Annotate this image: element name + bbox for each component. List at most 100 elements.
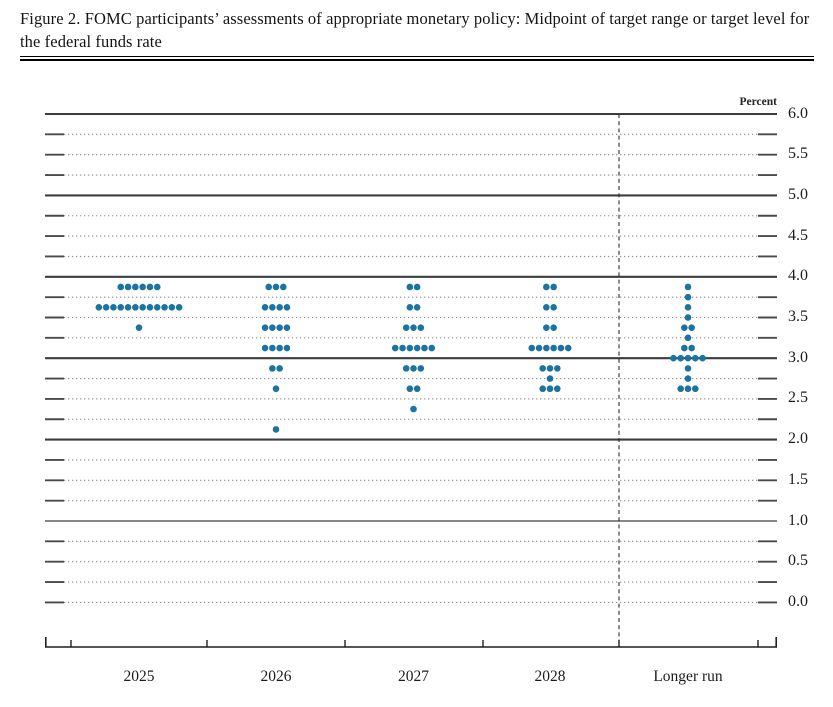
projection-dot-longer-run-3.875 <box>684 283 692 291</box>
projection-dot-2027-2.875 <box>410 365 417 372</box>
projection-dot-2025-3.625 <box>124 304 132 311</box>
y-axis-label-2.0: 2.0 <box>788 430 808 448</box>
projection-dot-2028-2.625 <box>539 385 546 393</box>
projection-dot-2026-2.875 <box>269 365 276 372</box>
projection-dot-2027-2.375 <box>410 405 417 413</box>
projection-dot-2028-3.875 <box>543 283 550 291</box>
y-axis-label-4.0: 4.0 <box>788 267 808 285</box>
projection-dot-longer-run-3.625 <box>684 304 692 311</box>
percent-axis-label: Percent <box>739 96 777 108</box>
projection-dot-2025-3.875 <box>139 283 146 291</box>
x-axis-label-2027: 2027 <box>398 668 429 685</box>
projection-dot-2026-3.125 <box>261 344 269 352</box>
projection-dot-2026-3.625 <box>269 304 276 311</box>
x-axis-label-2026: 2026 <box>260 668 292 685</box>
projection-dot-2028-3.125 <box>528 344 536 352</box>
projection-dot-2027-3.875 <box>413 283 421 291</box>
projection-dot-2027-2.875 <box>402 365 410 372</box>
projection-dot-2027-3.625 <box>406 304 414 311</box>
projection-dot-2025-3.625 <box>161 304 168 311</box>
projection-dot-2027-2.625 <box>406 385 414 393</box>
projection-dot-2028-3.625 <box>550 304 557 311</box>
projection-dot-2026-3.125 <box>276 344 283 352</box>
projection-dot-2028-3.875 <box>550 283 557 291</box>
projection-dot-2028-2.75 <box>546 375 554 382</box>
projection-dot-2025-3.875 <box>117 283 125 291</box>
projection-dot-2026-3.875 <box>265 283 273 291</box>
projection-dot-2025-3.625 <box>139 304 146 311</box>
projection-dot-longer-run-3.75 <box>684 293 692 301</box>
title-rule <box>20 56 814 61</box>
projection-dot-2027-3.125 <box>399 344 406 352</box>
projection-dot-longer-run-3.375 <box>688 324 695 331</box>
projection-dot-2025-3.875 <box>124 283 132 291</box>
projection-dot-2028-3.625 <box>543 304 550 311</box>
y-axis-label-1.5: 1.5 <box>788 470 808 488</box>
projection-dot-2026-3.125 <box>269 344 276 352</box>
projection-dot-2028-3.125 <box>564 344 572 352</box>
projection-dot-2027-3.125 <box>421 344 428 352</box>
projection-dot-2028-3.125 <box>535 344 543 352</box>
projection-dot-2027-3.125 <box>413 344 421 352</box>
projection-dot-2028-2.625 <box>554 385 561 393</box>
projection-dot-2026-2.625 <box>272 385 280 393</box>
projection-dot-2026-3.625 <box>261 304 269 311</box>
projection-dot-2026-3.125 <box>283 344 291 352</box>
x-axis-label-2028: 2028 <box>534 668 566 685</box>
y-axis-label-5.0: 5.0 <box>788 185 808 203</box>
projection-dot-2025-3.625 <box>168 304 176 311</box>
projection-dot-2026-3.875 <box>280 283 287 291</box>
projection-dot-2025-3.625 <box>95 304 103 311</box>
projection-dot-2027-3.125 <box>406 344 414 352</box>
projection-dot-2026-2.875 <box>276 365 283 372</box>
y-axis-label-4.5: 4.5 <box>788 226 808 244</box>
projection-dot-longer-run-2.625 <box>684 385 692 393</box>
projection-dot-longer-run-3 <box>677 354 684 362</box>
projection-dot-longer-run-3.25 <box>684 334 692 342</box>
y-axis-label-0.5: 0.5 <box>788 552 808 570</box>
projection-dot-2025-3.625 <box>110 304 117 311</box>
x-axis-label-longer-run: Longer run <box>653 668 723 685</box>
projection-dot-2026-2.125 <box>272 426 280 433</box>
projection-dot-2025-3.375 <box>135 324 143 331</box>
projection-dot-2025-3.625 <box>153 304 161 311</box>
projection-dot-2027-3.625 <box>413 304 421 311</box>
projection-dot-2028-3.375 <box>543 324 550 331</box>
projection-dot-2028-3.125 <box>557 344 565 352</box>
projection-dot-2026-3.875 <box>272 283 280 291</box>
x-axis-label-2025: 2025 <box>123 668 155 685</box>
projection-dot-2025-3.875 <box>132 283 139 291</box>
projection-dot-2025-3.875 <box>146 283 154 291</box>
projection-dot-longer-run-3 <box>699 354 706 362</box>
projection-dot-2026-3.625 <box>283 304 291 311</box>
projection-dot-longer-run-3.375 <box>681 324 688 331</box>
y-axis-label-2.5: 2.5 <box>788 389 808 407</box>
projection-dot-longer-run-3 <box>684 354 692 362</box>
y-axis-label-6.0: 6.0 <box>788 104 808 122</box>
projection-dot-longer-run-3.125 <box>681 344 688 352</box>
projection-dot-2025-3.625 <box>175 304 183 311</box>
projection-dot-longer-run-3.5 <box>684 314 692 321</box>
y-axis-label-5.5: 5.5 <box>788 145 808 163</box>
projection-dot-2028-2.875 <box>546 365 554 372</box>
y-axis-label-3.5: 3.5 <box>788 308 808 325</box>
projection-dot-longer-run-2.75 <box>684 375 692 382</box>
projection-dot-longer-run-2.875 <box>684 365 692 372</box>
projection-dot-2028-2.625 <box>546 385 554 393</box>
projection-dot-2026-3.375 <box>261 324 269 331</box>
projection-dot-longer-run-2.625 <box>692 385 699 393</box>
projection-dot-2025-3.625 <box>117 304 125 311</box>
projection-dot-2028-2.875 <box>554 365 561 372</box>
projection-dot-longer-run-3 <box>692 354 699 362</box>
projection-dot-2027-2.875 <box>417 365 425 372</box>
projection-dot-2025-3.625 <box>102 304 110 311</box>
projection-dot-2027-3.125 <box>428 344 436 352</box>
projection-dot-2028-3.375 <box>550 324 557 331</box>
projection-dot-2027-3.375 <box>402 324 410 331</box>
projection-dot-2025-3.625 <box>132 304 139 311</box>
projection-dot-2026-3.625 <box>276 304 283 311</box>
projection-dot-longer-run-3 <box>670 354 677 362</box>
